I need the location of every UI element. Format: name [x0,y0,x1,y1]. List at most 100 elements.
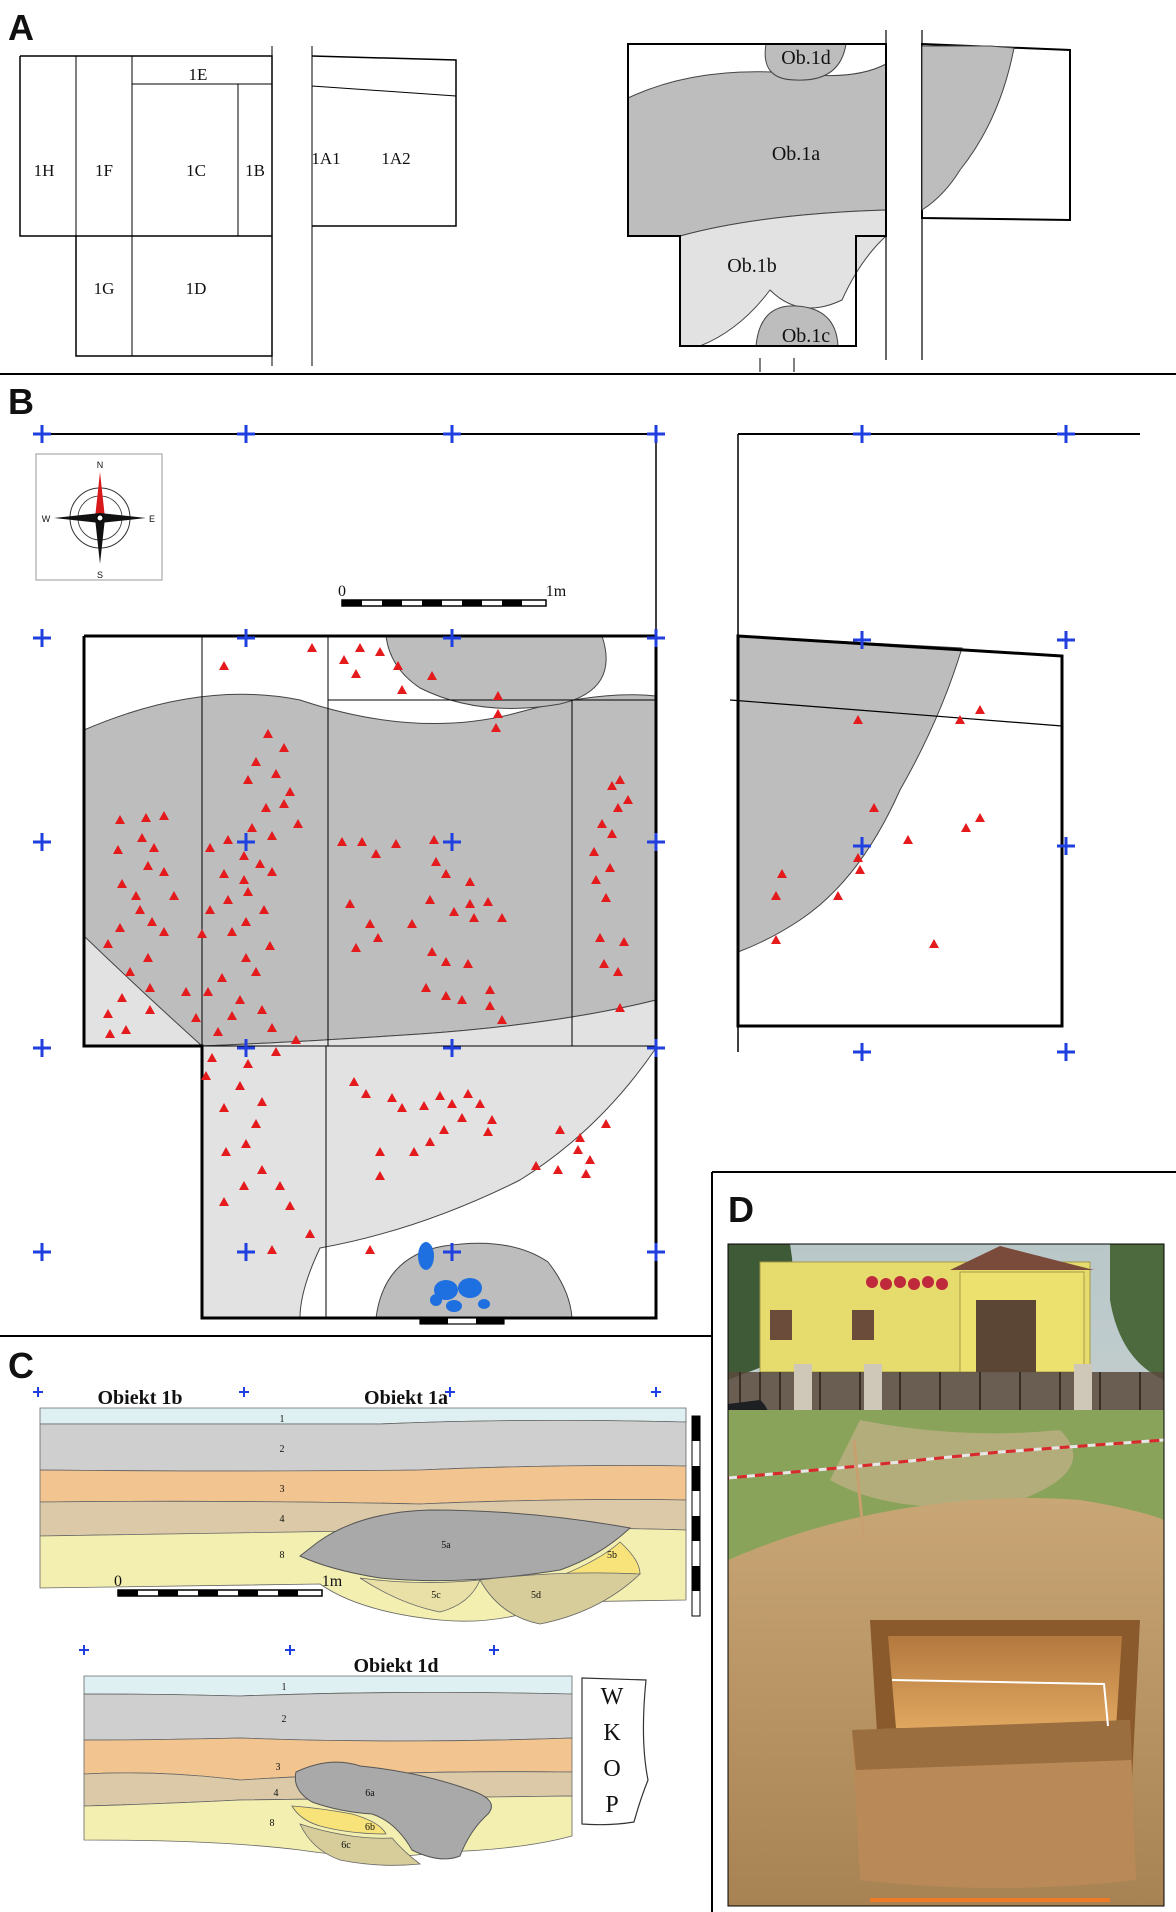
panel-b: B N S E W [8,381,1140,1325]
find-marker [169,891,179,900]
find-marker [425,895,435,904]
find-marker [409,1147,419,1156]
find-marker [191,1013,201,1022]
find-marker [575,1133,585,1142]
profile-1-title-right: Obiekt 1a [364,1387,448,1409]
find-marker [869,803,879,812]
find-marker [235,995,245,1004]
find-marker [493,709,503,718]
find-marker [257,1165,267,1174]
find-marker [243,775,253,784]
find-marker [205,905,215,914]
find-marker [483,1127,493,1136]
find-marker [465,899,475,908]
find-marker [429,835,439,844]
find-marker [615,775,625,784]
find-marker [975,813,985,822]
object-1d-label: Ob.1d [781,47,830,69]
find-marker [205,843,215,852]
compass-n: N [97,460,104,470]
find-marker [497,1015,507,1024]
find-marker [257,1005,267,1014]
object-1a-shape [627,63,887,237]
grid-cross [853,425,871,443]
find-marker [267,867,277,876]
grid-cross [443,833,461,851]
find-marker [279,743,289,752]
find-marker [585,1155,595,1164]
find-marker [285,787,295,796]
find-marker [387,1093,397,1102]
panel-c: C 1 2 3 4 8 5a 5b 5c [8,1345,701,1866]
object-1c-label: Ob.1c [782,325,830,347]
p2-layer-6a: 6a [365,1788,375,1799]
find-marker [337,837,347,846]
find-marker [421,983,431,992]
grid-cross [33,833,51,851]
compass-e: E [149,514,155,524]
scale-b-end: 1m [546,583,567,600]
find-marker [307,643,317,652]
find-marker [221,1147,231,1156]
find-marker [201,1071,211,1080]
find-marker [497,913,507,922]
find-marker [159,927,169,936]
object-1a-label: Ob.1a [772,143,820,165]
object-1d-fill [385,635,607,709]
find-marker [375,647,385,656]
section-1h: 1H [34,161,55,180]
find-marker [239,1181,249,1190]
grid-cross [853,631,871,649]
section-1f: 1F [95,161,113,180]
profile-grid-cross [239,1387,249,1397]
find-marker [961,823,971,832]
find-marker [393,661,403,670]
find-marker [279,799,289,808]
find-marker [485,1001,495,1010]
find-marker [115,815,125,824]
section-1c: 1C [186,161,206,180]
p2-layer-3: 3 [276,1762,281,1773]
find-marker [439,1125,449,1134]
scale-bar-small [419,1317,505,1325]
scale-c-end: 1m [322,1573,343,1590]
p2-layer-1: 1 [282,1682,287,1693]
panel-d-label: D [728,1189,754,1230]
wkop-o: O [603,1756,620,1782]
find-marker [147,917,157,926]
find-marker [425,1137,435,1146]
p2-layer-8: 8 [270,1818,275,1829]
compass-s: S [97,570,103,580]
panel-d: D [727,1189,1165,1907]
grid-cross [647,1039,665,1057]
profile-grid-cross [33,1387,43,1397]
find-marker [427,947,437,956]
p2-layer-6b: 6b [365,1822,375,1833]
find-marker [435,1091,445,1100]
p1-layer-5a: 5a [441,1540,451,1551]
compass-rose-icon [35,453,163,581]
find-marker [771,891,781,900]
find-marker [601,893,611,902]
compass-w: W [42,514,51,524]
find-marker [137,833,147,842]
find-marker [141,813,151,822]
find-marker [903,835,913,844]
wkop-w: W [601,1684,624,1710]
find-marker [441,991,451,1000]
object-1b-shape [679,209,887,347]
find-marker [397,685,407,694]
find-marker [217,973,227,982]
find-marker [267,831,277,840]
profile-2-layer-labels: 1 2 3 4 8 6a 6b 6c [270,1682,376,1851]
find-marker [355,643,365,652]
find-marker [305,1229,315,1238]
find-marker [263,729,273,738]
find-marker [833,891,843,900]
find-marker [239,875,249,884]
find-marker [267,1023,277,1032]
find-marker [251,967,261,976]
scale-b-start: 0 [338,583,346,600]
find-marker [483,897,493,906]
